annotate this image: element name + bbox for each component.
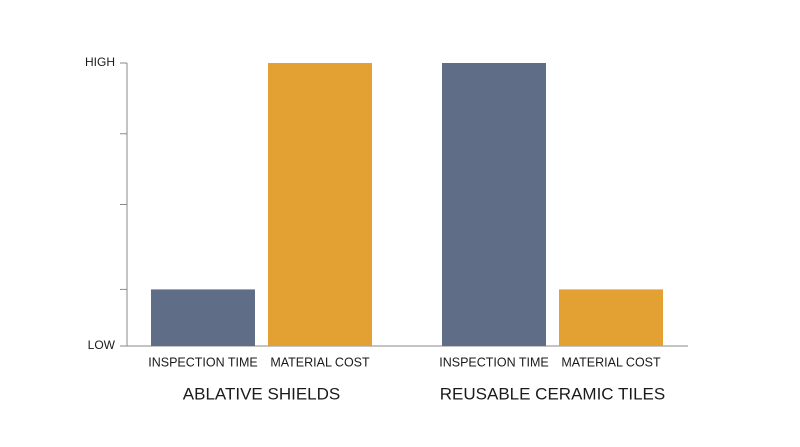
- y-tick-label: LOW: [88, 338, 116, 352]
- bar: [151, 289, 255, 346]
- bar-label: MATERIAL COST: [270, 355, 370, 369]
- group-label: REUSABLE CERAMIC TILES: [440, 384, 665, 403]
- bar: [559, 289, 663, 346]
- bar: [268, 63, 372, 346]
- bar-label: INSPECTION TIME: [439, 355, 549, 369]
- group-label: ABLATIVE SHIELDS: [183, 384, 340, 403]
- y-tick-label: HIGH: [85, 55, 115, 69]
- bar-label: MATERIAL COST: [561, 355, 661, 369]
- bar: [442, 63, 546, 346]
- bar-label: INSPECTION TIME: [148, 355, 258, 369]
